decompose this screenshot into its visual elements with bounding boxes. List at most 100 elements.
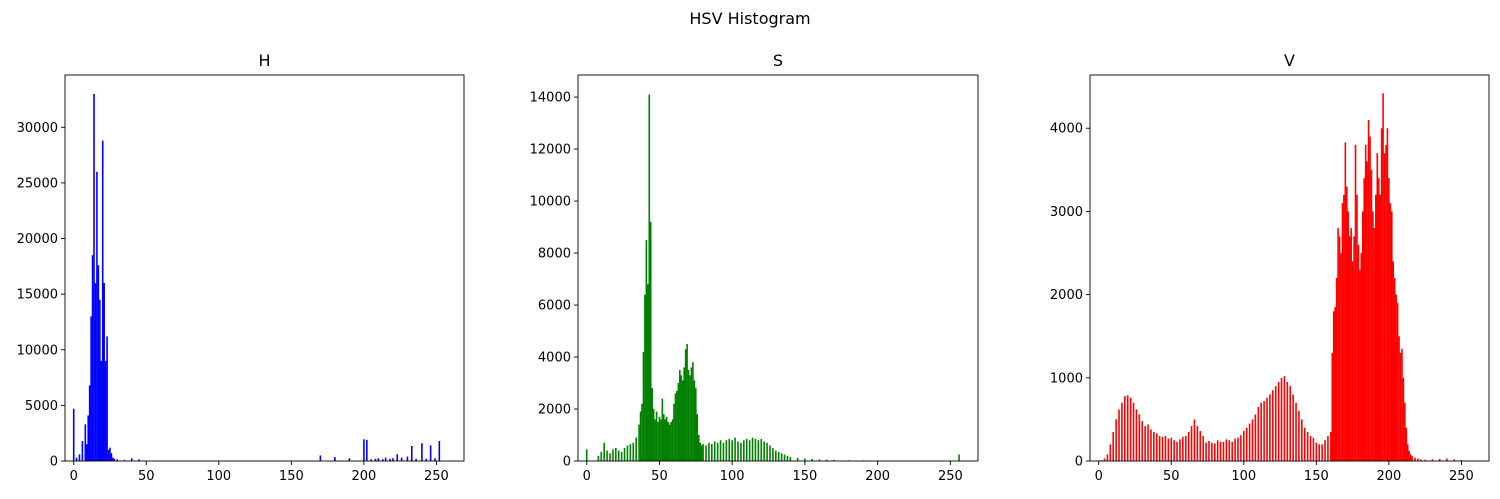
- histogram-bar-h: [89, 385, 91, 461]
- histogram-bar-s: [743, 440, 745, 461]
- histogram-bar-v: [1313, 438, 1315, 461]
- histogram-bar-v: [1321, 444, 1323, 461]
- histogram-bar-v: [1387, 128, 1389, 461]
- histogram-bar-s: [600, 452, 602, 461]
- histogram-bar-v: [1223, 442, 1225, 461]
- histogram-bar-s: [667, 422, 669, 461]
- histogram-bar-s: [731, 440, 733, 461]
- histogram-bar-v: [1407, 444, 1409, 461]
- histogram-bar-s: [640, 412, 642, 461]
- histogram-bar-h: [111, 453, 113, 461]
- histogram-bar-v: [1124, 396, 1126, 461]
- histogram-bar-s: [662, 399, 664, 461]
- histogram-bar-s: [621, 452, 623, 461]
- histogram-bar-h: [334, 457, 336, 461]
- histogram-bar-s: [726, 440, 728, 461]
- histogram-bar-s: [632, 443, 634, 461]
- histogram-bar-v: [1346, 186, 1348, 461]
- histogram-bar-s: [714, 442, 716, 461]
- histogram-bar-v: [1378, 178, 1380, 461]
- histogram-bar-h: [366, 440, 368, 461]
- x-tick-label: 150: [792, 469, 817, 484]
- histogram-bar-v: [1231, 442, 1233, 461]
- histogram-bar-v: [1410, 454, 1412, 461]
- histogram-bar-v: [1269, 394, 1271, 461]
- histogram-bar-v: [1197, 426, 1199, 461]
- histogram-bar-s: [702, 444, 704, 461]
- histogram-bar-h: [106, 336, 108, 461]
- histogram-bar-v: [1136, 409, 1138, 461]
- histogram-bar-h: [93, 94, 95, 461]
- histogram-bar-v: [1404, 403, 1406, 461]
- histogram-bar-s: [685, 349, 687, 461]
- histogram-bar-s: [699, 443, 701, 461]
- histogram-bar-v: [1371, 170, 1373, 461]
- histogram-bar-s: [701, 445, 703, 461]
- histogram-bar-v: [1366, 162, 1368, 461]
- histogram-bar-v: [1287, 382, 1289, 461]
- histogram-bar-v: [1176, 442, 1178, 461]
- subplot-title-v: V: [1284, 51, 1295, 70]
- histogram-bar-v: [1401, 349, 1403, 461]
- y-tick-label: 5000: [25, 399, 58, 414]
- histogram-bar-h: [421, 443, 423, 461]
- histogram-bar-v: [1107, 454, 1109, 461]
- histogram-bar-v: [1173, 440, 1175, 461]
- histogram-bar-s: [644, 295, 646, 461]
- histogram-bar-v: [1363, 178, 1365, 461]
- histogram-bar-s: [790, 457, 792, 461]
- y-tick-label: 14000: [530, 91, 571, 106]
- histogram-bar-h: [396, 454, 398, 461]
- y-tick-label: 12000: [530, 143, 571, 158]
- histogram-bar-h: [385, 458, 387, 461]
- histogram-bar-s: [958, 455, 960, 462]
- subplot-title-s: S: [773, 51, 783, 70]
- histogram-bar-s: [749, 440, 751, 461]
- histogram-bar-s: [772, 448, 774, 461]
- x-tick-label: 150: [279, 469, 304, 484]
- histogram-bar-v: [1263, 401, 1265, 461]
- histogram-bar-h: [103, 283, 105, 461]
- histogram-bar-h: [73, 409, 75, 461]
- histogram-bar-v: [1289, 386, 1291, 461]
- histogram-bar-v: [1191, 426, 1193, 461]
- histogram-bar-s: [630, 444, 632, 461]
- x-tick-label: 150: [1304, 469, 1329, 484]
- histogram-bar-v: [1211, 443, 1213, 461]
- histogram-bar-v: [1350, 228, 1352, 461]
- histogram-bar-v: [1243, 431, 1245, 461]
- histogram-bar-s: [664, 419, 666, 461]
- histogram-bar-v: [1369, 137, 1371, 461]
- histogram-bar-s: [683, 367, 685, 461]
- histogram-bar-v: [1278, 382, 1280, 461]
- histogram-bar-h: [86, 444, 88, 461]
- histogram-bar-v: [1333, 311, 1335, 461]
- histogram-bar-v: [1237, 438, 1239, 461]
- histogram-bar-v: [1330, 432, 1332, 461]
- y-tick-label: 20000: [17, 232, 58, 247]
- histogram-bar-v: [1355, 145, 1357, 461]
- histogram-bar-v: [1144, 426, 1146, 461]
- histogram-bar-v: [1376, 153, 1378, 461]
- histogram-bar-h: [439, 441, 441, 461]
- histogram-bar-v: [1345, 142, 1347, 461]
- histogram-bar-v: [1340, 253, 1342, 461]
- x-tick-label: 0: [1095, 469, 1103, 484]
- histogram-bar-s: [698, 435, 700, 461]
- histogram-bar-v: [1214, 444, 1216, 461]
- figure-suptitle: HSV Histogram: [689, 9, 810, 28]
- histogram-bar-s: [660, 419, 662, 461]
- histogram-bar-h: [79, 454, 81, 461]
- y-tick-label: 10000: [530, 195, 571, 210]
- histogram-bar-s: [654, 419, 656, 461]
- histogram-bar-s: [612, 449, 614, 461]
- histogram-bar-s: [609, 453, 611, 461]
- y-tick-label: 0: [50, 455, 58, 470]
- histogram-bar-v: [1400, 353, 1402, 461]
- y-tick-label: 1000: [1050, 371, 1083, 386]
- histogram-bar-v: [1127, 395, 1129, 461]
- x-tick-label: 200: [1376, 469, 1401, 484]
- histogram-bar-h: [90, 316, 92, 461]
- histogram-bar-v: [1165, 436, 1167, 461]
